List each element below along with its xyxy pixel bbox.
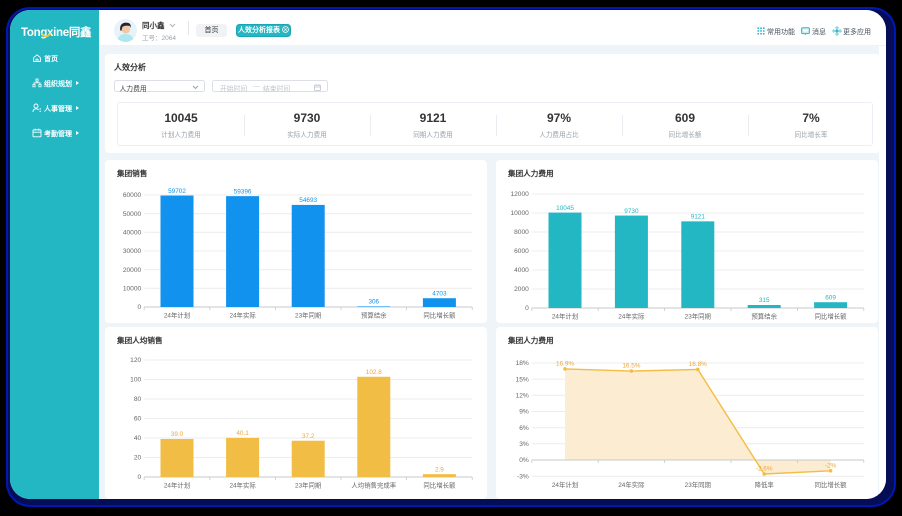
svg-text:20000: 20000 [123,267,142,274]
svg-text:10000: 10000 [123,286,142,293]
svg-text:306: 306 [368,299,379,306]
svg-text:同比增长额: 同比增长额 [815,312,848,321]
svg-text:24年计划: 24年计划 [164,311,190,320]
svg-text:16.8%: 16.8% [689,361,707,368]
svg-text:30000: 30000 [123,248,142,255]
svg-text:24年计划: 24年计划 [552,312,578,321]
svg-text:23年同期: 23年同期 [295,311,321,320]
svg-text:23年同期: 23年同期 [685,480,711,489]
svg-text:40.1: 40.1 [236,430,249,437]
svg-text:54693: 54693 [299,197,317,204]
svg-text:39.0: 39.0 [171,431,184,438]
svg-text:24年实际: 24年实际 [618,312,645,321]
svg-text:10045: 10045 [556,205,574,212]
svg-text:12%: 12% [516,393,529,400]
svg-text:20: 20 [134,455,142,462]
svg-text:23年同期: 23年同期 [685,312,711,321]
svg-text:60000: 60000 [123,192,142,199]
svg-text:315: 315 [759,297,770,304]
svg-text:9730: 9730 [624,208,639,215]
svg-text:37.2: 37.2 [302,433,315,440]
svg-text:6%: 6% [519,425,529,432]
svg-text:80: 80 [134,396,142,403]
svg-text:2.9: 2.9 [435,466,444,473]
svg-text:人均销售完成率: 人均销售完成率 [351,481,396,490]
svg-text:9121: 9121 [691,214,706,221]
svg-text:同比增长额: 同比增长额 [815,480,848,489]
svg-text:60: 60 [134,416,142,423]
svg-text:24年实际: 24年实际 [229,311,256,320]
svg-text:2000: 2000 [514,286,529,293]
svg-text:9%: 9% [519,409,529,416]
svg-text:4703: 4703 [432,290,447,297]
svg-text:降低率: 降低率 [755,480,775,489]
svg-text:102.8: 102.8 [366,369,382,376]
svg-text:24年计划: 24年计划 [552,480,578,489]
svg-text:同比增长额: 同比增长额 [423,311,456,320]
svg-text:预算结余: 预算结余 [751,312,777,321]
svg-text:10000: 10000 [510,210,529,217]
svg-text:3%: 3% [519,441,529,448]
svg-text:50000: 50000 [123,211,142,218]
svg-text:18%: 18% [516,360,529,367]
svg-text:23年同期: 23年同期 [295,481,321,490]
svg-text:40: 40 [134,435,142,442]
svg-text:0: 0 [138,304,142,311]
svg-text:24年实际: 24年实际 [618,480,645,489]
svg-text:12000: 12000 [510,191,529,198]
svg-text:0%: 0% [519,457,529,464]
svg-text:120: 120 [130,357,141,364]
svg-text:59396: 59396 [234,188,252,195]
svg-text:-3%: -3% [517,473,529,480]
svg-text:-2%: -2% [825,462,837,469]
svg-text:59702: 59702 [168,188,186,195]
svg-text:15%: 15% [516,376,529,383]
svg-text:16.9%: 16.9% [556,360,574,367]
svg-text:24年计划: 24年计划 [164,481,190,490]
svg-text:24年实际: 24年实际 [229,481,256,490]
svg-text:-2.6%: -2.6% [756,466,773,473]
svg-text:16.5%: 16.5% [622,363,640,370]
svg-text:6000: 6000 [514,248,529,255]
svg-text:100: 100 [130,377,141,384]
svg-text:40000: 40000 [123,230,142,237]
svg-text:4000: 4000 [514,267,529,274]
svg-text:0: 0 [525,305,529,312]
svg-text:预算结余: 预算结余 [361,311,387,320]
svg-text:8000: 8000 [514,229,529,236]
svg-text:609: 609 [825,294,836,301]
svg-text:0: 0 [138,474,142,481]
svg-text:同比增长额: 同比增长额 [423,481,456,490]
